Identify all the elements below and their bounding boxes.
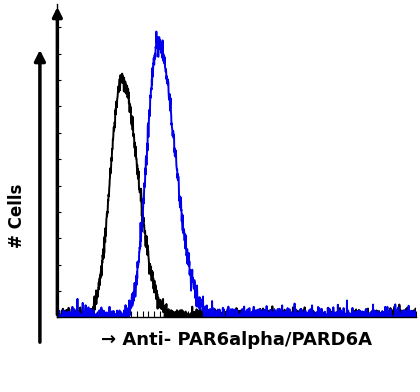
Text: # Cells: # Cells <box>8 183 26 248</box>
X-axis label: → Anti- PAR6alpha/PARD6A: → Anti- PAR6alpha/PARD6A <box>101 330 372 348</box>
